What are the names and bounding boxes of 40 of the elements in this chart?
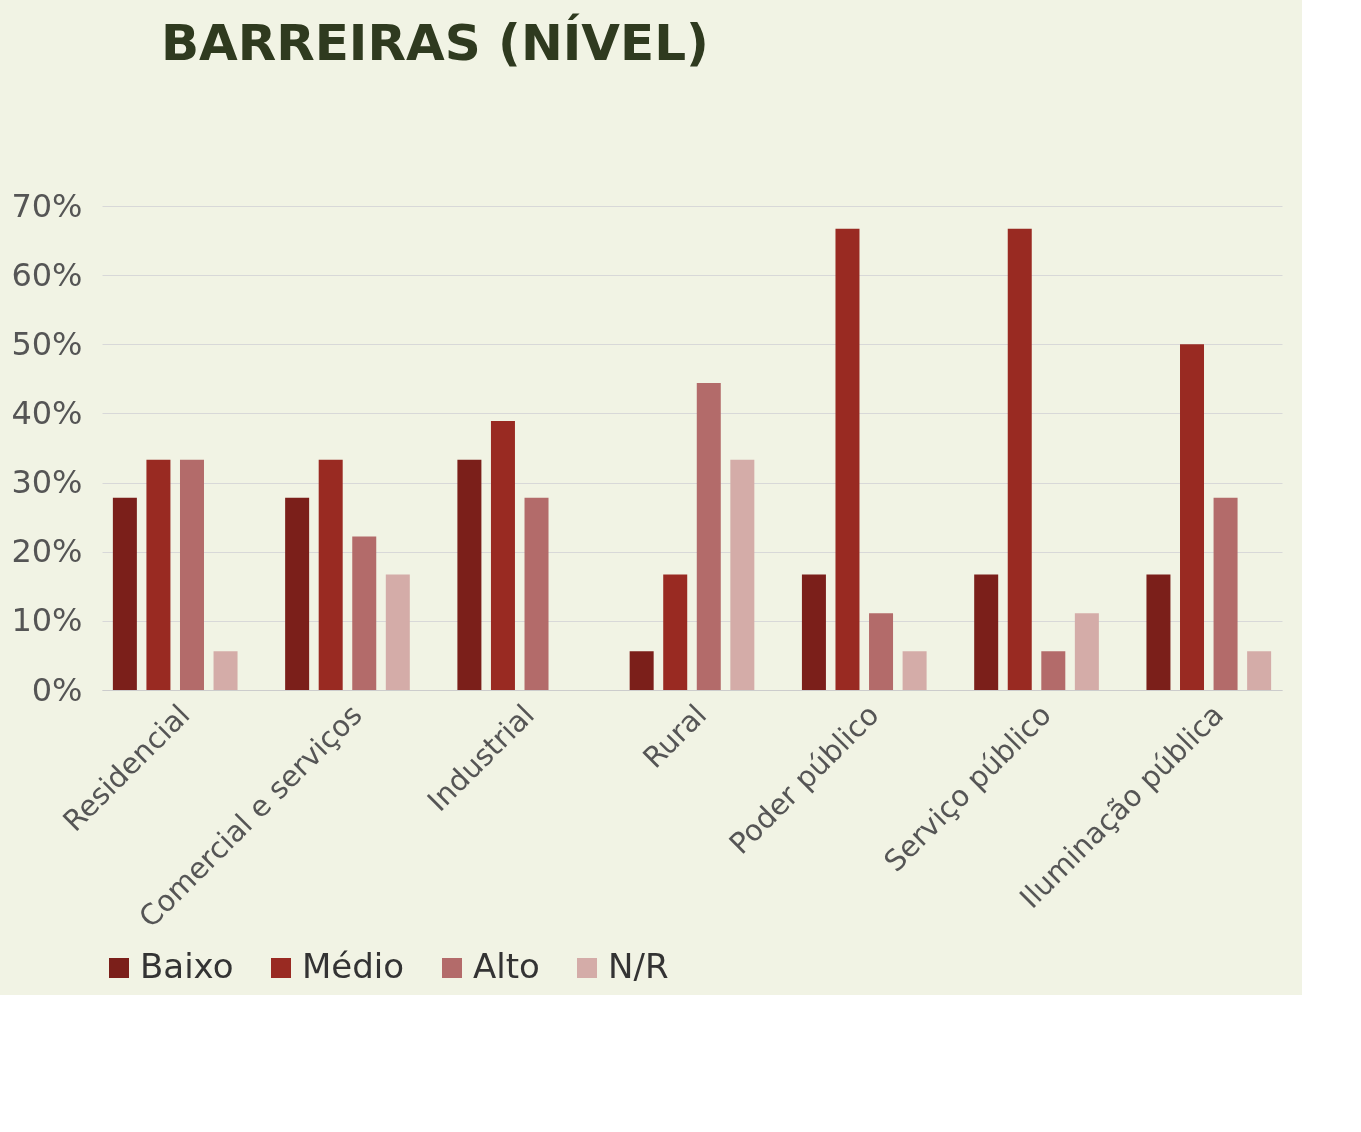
bar bbox=[629, 651, 654, 690]
bar bbox=[285, 497, 310, 690]
bar bbox=[730, 459, 755, 690]
y-tick-label: 20% bbox=[11, 532, 83, 571]
y-tick-label: 0% bbox=[31, 670, 83, 709]
bar bbox=[318, 459, 343, 690]
bar bbox=[974, 574, 999, 690]
bar bbox=[179, 459, 204, 690]
bar bbox=[902, 651, 927, 690]
legend-label: Médio bbox=[302, 946, 405, 986]
bar bbox=[112, 497, 137, 690]
y-tick-label: 70% bbox=[11, 186, 83, 225]
bar bbox=[213, 651, 238, 690]
y-tick-label: 10% bbox=[11, 601, 83, 640]
bar bbox=[1041, 651, 1066, 690]
bar bbox=[385, 574, 410, 690]
bar bbox=[835, 228, 860, 690]
bar bbox=[352, 536, 377, 690]
bar bbox=[1146, 574, 1171, 690]
bar bbox=[490, 421, 515, 690]
bar bbox=[146, 459, 171, 690]
bar bbox=[696, 383, 721, 690]
y-tick-label: 40% bbox=[11, 393, 83, 432]
bar bbox=[1247, 651, 1272, 690]
y-tick-label: 60% bbox=[11, 255, 83, 294]
chart-title: BARREIRAS (NÍVEL) bbox=[160, 13, 709, 72]
bar bbox=[1007, 228, 1032, 690]
y-tick-label: 50% bbox=[11, 324, 83, 363]
legend-label: N/R bbox=[608, 946, 669, 986]
bar bbox=[663, 574, 688, 690]
legend-label: Baixo bbox=[140, 946, 234, 986]
bar bbox=[1074, 613, 1099, 690]
legend-label: Alto bbox=[473, 946, 540, 986]
bar bbox=[524, 497, 549, 690]
bar bbox=[801, 574, 826, 690]
bar bbox=[457, 459, 482, 690]
y-tick-label: 30% bbox=[11, 463, 83, 502]
bar bbox=[1213, 497, 1238, 690]
bar bbox=[1180, 344, 1205, 690]
bar bbox=[869, 613, 894, 690]
